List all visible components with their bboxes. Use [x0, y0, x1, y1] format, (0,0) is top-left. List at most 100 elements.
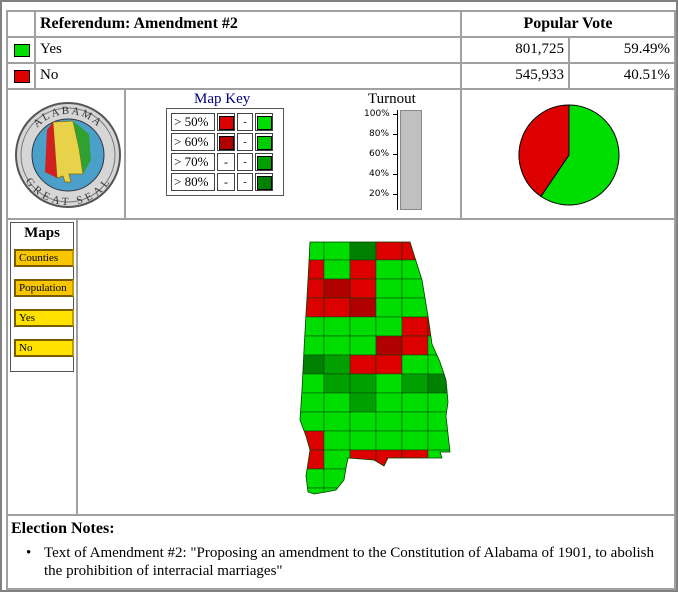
county-shape[interactable] — [401, 373, 429, 394]
county-shape[interactable] — [323, 335, 351, 356]
election-notes: Election Notes: • Text of Amendment #2: … — [6, 514, 676, 590]
county-shape[interactable] — [349, 335, 377, 356]
county-shape[interactable] — [349, 316, 377, 337]
county-shape[interactable] — [298, 411, 325, 432]
county-shape[interactable] — [323, 278, 351, 299]
county-shape[interactable] — [427, 316, 454, 337]
yes-map-button[interactable]: Yes — [14, 309, 74, 327]
alabama-county-map — [298, 241, 454, 498]
county-shape[interactable] — [375, 430, 403, 451]
county-shape[interactable] — [298, 468, 325, 489]
yes-80-swatch — [256, 175, 272, 190]
map-key-dash: - — [237, 113, 253, 131]
no-percent: 40.51% — [623, 67, 670, 83]
map-key-dash: - — [237, 173, 253, 191]
county-shape[interactable] — [427, 373, 454, 394]
county-shape[interactable] — [298, 316, 325, 337]
county-shape[interactable] — [375, 278, 403, 299]
county-shape[interactable] — [375, 468, 403, 489]
county-shape[interactable] — [298, 335, 325, 356]
no-votes-cell: 545,933 — [460, 62, 570, 90]
county-shape[interactable] — [401, 297, 429, 318]
county-shape[interactable] — [401, 487, 429, 498]
county-shape[interactable] — [375, 297, 403, 318]
county-shape[interactable] — [427, 449, 454, 470]
county-shape[interactable] — [401, 278, 429, 299]
county-shape[interactable] — [401, 392, 429, 413]
county-shape[interactable] — [375, 241, 403, 261]
no-50-swatch — [218, 115, 234, 130]
county-shape[interactable] — [349, 241, 377, 261]
county-shape[interactable] — [323, 316, 351, 337]
county-shape[interactable] — [427, 278, 454, 299]
county-shape[interactable] — [427, 392, 454, 413]
county-shape[interactable] — [427, 487, 454, 498]
county-shape[interactable] — [323, 411, 351, 432]
county-shape[interactable] — [298, 241, 325, 261]
county-shape[interactable] — [298, 354, 325, 375]
county-shape[interactable] — [298, 449, 325, 470]
county-shape[interactable] — [349, 278, 377, 299]
county-shape[interactable] — [349, 468, 377, 489]
county-shape[interactable] — [349, 411, 377, 432]
county-shape[interactable] — [427, 335, 454, 356]
county-shape[interactable] — [401, 335, 429, 356]
county-shape[interactable] — [298, 259, 325, 280]
county-shape[interactable] — [349, 354, 377, 375]
county-shape[interactable] — [401, 259, 429, 280]
county-shape[interactable] — [427, 468, 454, 489]
county-shape[interactable] — [323, 373, 351, 394]
map-key-row: > 60% - — [171, 133, 273, 151]
notes-list: • Text of Amendment #2: "Proposing an am… — [24, 544, 664, 580]
header-spacer — [6, 10, 36, 38]
county-shape[interactable] — [375, 354, 403, 375]
county-shape[interactable] — [298, 278, 325, 299]
county-shape[interactable] — [375, 335, 403, 356]
county-shape[interactable] — [298, 487, 325, 498]
county-shape[interactable] — [323, 430, 351, 451]
map-key-label: > 60% — [171, 133, 215, 151]
county-shape[interactable] — [349, 430, 377, 451]
county-shape[interactable] — [401, 430, 429, 451]
county-shape[interactable] — [323, 354, 351, 375]
no-map-button[interactable]: No — [14, 339, 74, 357]
county-shape[interactable] — [427, 297, 454, 318]
no-color-swatch — [14, 70, 30, 83]
county-shape[interactable] — [375, 449, 403, 470]
county-shape[interactable] — [349, 297, 377, 318]
county-shape[interactable] — [298, 430, 325, 451]
county-shape[interactable] — [375, 411, 403, 432]
county-shape[interactable] — [427, 241, 454, 261]
population-button[interactable]: Population — [14, 279, 74, 297]
county-shape[interactable] — [323, 468, 351, 489]
county-shape[interactable] — [427, 430, 454, 451]
county-shape[interactable] — [427, 411, 454, 432]
county-shape[interactable] — [323, 259, 351, 280]
county-shape[interactable] — [323, 392, 351, 413]
county-shape[interactable] — [375, 259, 403, 280]
county-shape[interactable] — [401, 468, 429, 489]
yes-percent: 59.49% — [623, 41, 670, 57]
county-shape[interactable] — [401, 411, 429, 432]
county-shape[interactable] — [401, 354, 429, 375]
county-shape[interactable] — [375, 487, 403, 498]
county-shape[interactable] — [349, 487, 377, 498]
no-label-cell: No — [34, 62, 462, 90]
county-shape[interactable] — [323, 241, 351, 261]
maps-menu: Maps Counties Population Yes No — [10, 222, 74, 372]
county-shape[interactable] — [375, 392, 403, 413]
county-shape[interactable] — [349, 259, 377, 280]
counties-button[interactable]: Counties — [14, 249, 74, 267]
county-shape[interactable] — [401, 449, 429, 470]
county-shape[interactable] — [401, 316, 429, 337]
county-shape[interactable] — [427, 259, 454, 280]
county-shape[interactable] — [349, 373, 377, 394]
note-item: • Text of Amendment #2: "Proposing an am… — [24, 544, 664, 580]
county-shape[interactable] — [323, 487, 351, 498]
county-shape[interactable] — [375, 373, 403, 394]
county-shape[interactable] — [349, 392, 377, 413]
county-shape[interactable] — [375, 316, 403, 337]
yes-votes-cell: 801,725 — [460, 36, 570, 64]
county-shape[interactable] — [298, 297, 325, 318]
county-shape[interactable] — [323, 297, 351, 318]
